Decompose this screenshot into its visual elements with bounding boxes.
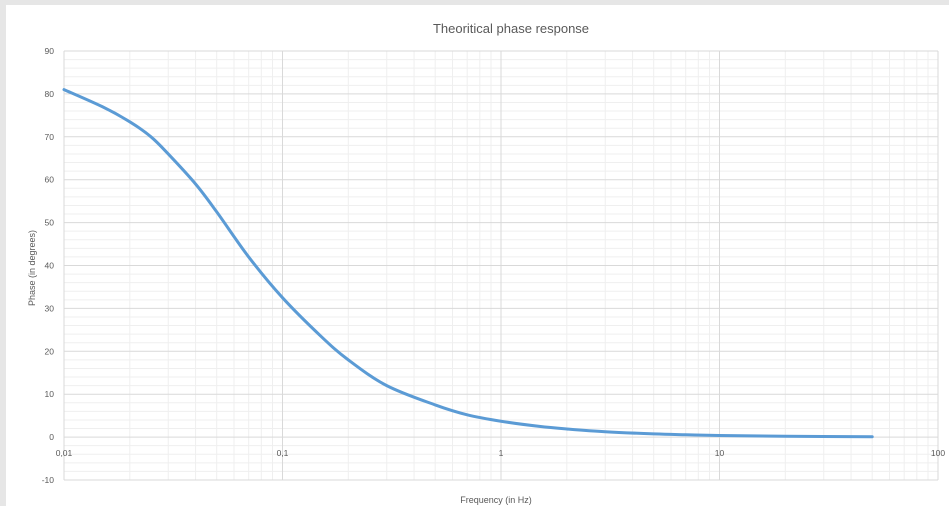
chart-area: -10 0 10 20 30 40 50 60 70 80 90 0,01 0,1 1 10 100 The…: [6, 5, 949, 506]
x-tick-label: 0,01: [56, 448, 73, 458]
x-tick-label: 0,1: [277, 448, 289, 458]
y-tick-label: 50: [45, 218, 55, 228]
y-tick-label: 20: [45, 346, 55, 356]
x-tick-label: 1: [499, 448, 504, 458]
x-tick-labels: 0,01 0,1 1 10 100: [56, 448, 946, 458]
y-tick-label: 80: [45, 89, 55, 99]
y-tick-label: 40: [45, 261, 55, 271]
y-tick-label: 0: [49, 432, 54, 442]
y-tick-label: 30: [45, 303, 55, 313]
y-tick-labels: -10 0 10 20 30 40 50 60 70 80 90: [42, 46, 55, 485]
y-tick-label: 90: [45, 46, 55, 56]
y-tick-label: 60: [45, 175, 55, 185]
y-tick-label: 70: [45, 132, 55, 142]
chart-title: Theoritical phase response: [433, 21, 589, 36]
x-tick-label: 10: [715, 448, 725, 458]
series-layer: [62, 88, 874, 439]
y-tick-label: -10: [42, 475, 55, 485]
x-tick-label: 100: [931, 448, 945, 458]
y-tick-label: 10: [45, 389, 55, 399]
x-axis-label: Frequency (in Hz): [460, 495, 532, 505]
phase-response-chart: -10 0 10 20 30 40 50 60 70 80 90 0,01 0,1 1 10 100 The…: [27, 21, 946, 505]
y-axis-label: Phase (in degrees): [27, 230, 37, 306]
phase-series-line: [62, 88, 874, 439]
major-gridlines: [63, 50, 939, 481]
